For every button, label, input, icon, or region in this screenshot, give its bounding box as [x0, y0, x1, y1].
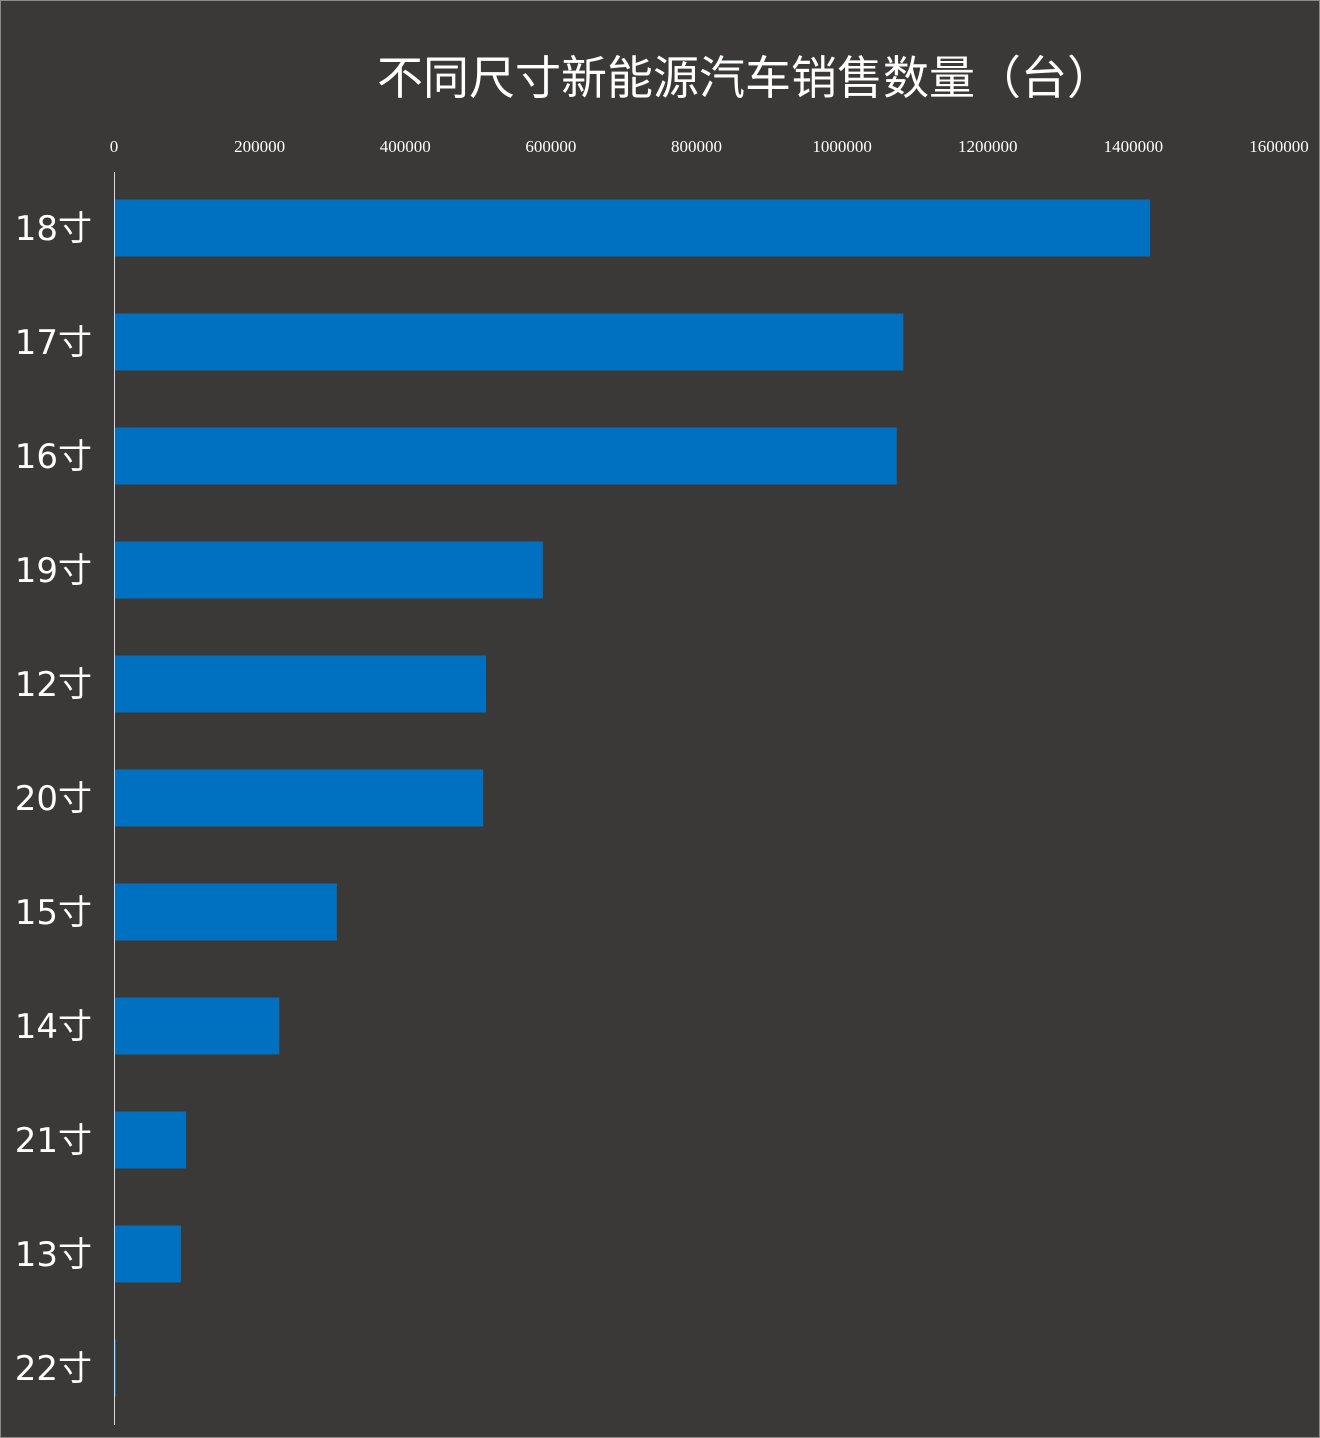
bar — [115, 997, 280, 1055]
category-label: 20寸 — [15, 779, 92, 819]
x-tick-label: 1400000 — [1104, 137, 1164, 156]
bar — [115, 1339, 116, 1397]
category-label: 16寸 — [15, 437, 92, 477]
category-label: 19寸 — [15, 551, 92, 591]
x-tick-label: 1000000 — [812, 137, 872, 156]
category-label: 17寸 — [15, 323, 92, 363]
category-label: 12寸 — [15, 665, 92, 705]
x-tick-label: 1600000 — [1249, 137, 1309, 156]
bars — [115, 199, 1151, 1397]
category-label: 21寸 — [15, 1121, 92, 1161]
bar — [115, 1111, 187, 1169]
category-label: 13寸 — [15, 1235, 92, 1275]
bar — [115, 883, 337, 941]
bar — [115, 427, 897, 485]
category-label: 15寸 — [15, 893, 92, 933]
x-tick-label: 400000 — [380, 137, 431, 156]
bar — [115, 1225, 181, 1283]
bar — [115, 769, 484, 827]
x-tick-label: 800000 — [671, 137, 722, 156]
bar — [115, 313, 904, 371]
x-axis-ticks: 0 200000 400000 600000 800000 1000000 1200000 1… — [110, 137, 1309, 156]
x-tick-label: 0 — [110, 137, 119, 156]
x-tick-label: 1200000 — [958, 137, 1018, 156]
x-tick-label: 200000 — [234, 137, 285, 156]
bar — [115, 655, 487, 713]
bar — [115, 199, 1151, 257]
category-labels: 18寸 17寸 16寸 19寸 12寸 20寸 15寸 14寸 21寸 13寸 22寸 — [15, 209, 92, 1389]
category-label: 18寸 — [15, 209, 92, 249]
bar — [115, 541, 543, 599]
chart-title: 不同尺寸新能源汽车销售数量（台） — [377, 51, 1113, 105]
category-label: 14寸 — [15, 1007, 92, 1047]
x-tick-label: 600000 — [525, 137, 576, 156]
category-label: 22寸 — [15, 1349, 92, 1389]
